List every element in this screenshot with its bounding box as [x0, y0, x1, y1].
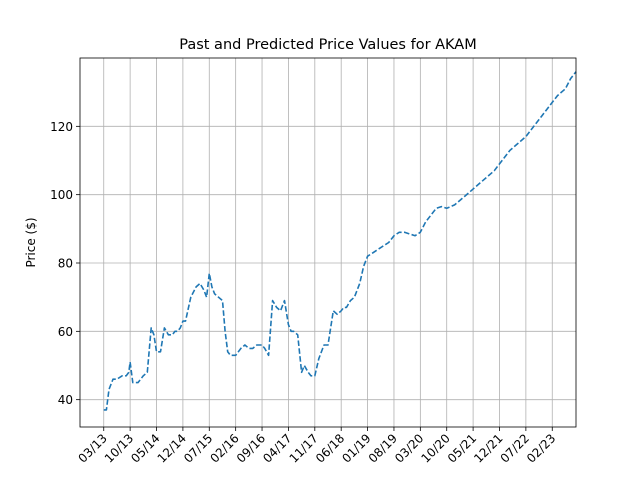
- y-tick-label: 40: [58, 393, 73, 407]
- x-tick-label: 05/14: [128, 431, 162, 465]
- x-tick-label: 06/18: [313, 431, 347, 465]
- y-axis-label: Price ($): [24, 217, 38, 267]
- x-tick-label: 12/21: [471, 431, 505, 465]
- x-tick-label: 08/19: [366, 431, 400, 465]
- x-tick-label: 02/23: [524, 431, 558, 465]
- chart-title: Past and Predicted Price Values for AKAM: [179, 37, 477, 53]
- plot-area-frame: [79, 57, 577, 428]
- ticks: 03/1310/1305/1412/1407/1502/1609/1604/17…: [50, 120, 558, 466]
- series-layer: [103, 71, 577, 411]
- x-tick-label: 07/15: [181, 431, 215, 465]
- x-tick-label: 02/16: [207, 431, 241, 465]
- y-tick-label: 80: [58, 257, 73, 271]
- x-tick-label: 04/17: [260, 431, 294, 465]
- x-tick-label: 11/17: [287, 431, 321, 465]
- x-tick-label: 05/21: [445, 431, 479, 465]
- x-tick-label: 03/20: [392, 431, 426, 465]
- grid: [80, 58, 576, 427]
- x-tick-label: 03/13: [76, 431, 110, 465]
- x-tick-label: 09/16: [234, 431, 268, 465]
- x-tick-label: 01/19: [339, 431, 373, 465]
- x-tick-label: 10/13: [102, 431, 136, 465]
- price-series-line: [103, 71, 577, 411]
- y-tick-label: 100: [50, 188, 73, 202]
- x-tick-label: 10/20: [418, 431, 452, 465]
- x-tick-label: 12/14: [155, 431, 189, 465]
- y-tick-label: 120: [50, 120, 73, 134]
- y-tick-label: 60: [58, 325, 73, 339]
- x-tick-label: 07/22: [498, 431, 532, 465]
